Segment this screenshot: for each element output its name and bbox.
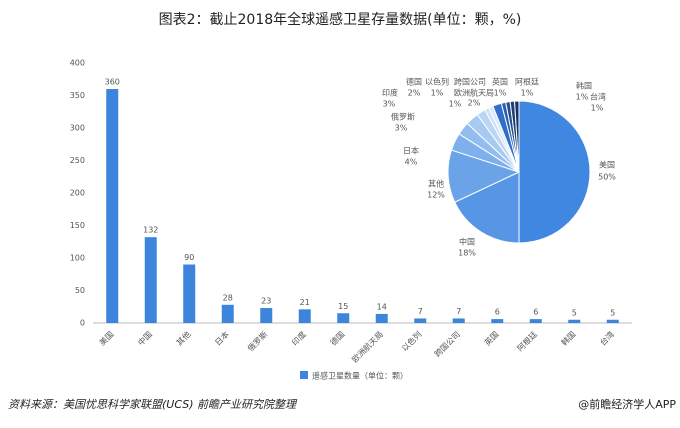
x-tick-label: 美国 [97,329,115,347]
y-tick-label: 200 [70,189,85,198]
bar [452,318,465,323]
pie-label: 美国 [599,160,615,170]
pie-label: 英国 [492,77,508,87]
value-label: 360 [105,78,120,87]
bar [606,319,619,323]
brand: @前瞻经济学人APP [578,397,676,411]
pie-label: 日本 [403,146,419,156]
pie-slice [514,100,520,173]
x-tick-label: 英国 [482,329,500,347]
bar [375,313,388,323]
value-label: 21 [300,298,310,307]
x-tick-label: 台湾 [598,329,616,347]
legend-label: 遥感卫星数量（单位：颗） [312,371,408,381]
value-label: 6 [495,308,500,317]
pie-label: 其他 [428,179,444,189]
pie-value-label: 2% [468,99,481,108]
pie-label: 印度 [382,88,398,98]
y-tick-label: 100 [70,254,85,263]
pie-label: 韩国 [576,81,592,91]
y-tick-label: 150 [70,221,85,230]
pie-label: 欧洲航天局 [454,88,494,98]
value-label: 90 [184,253,194,262]
pie-label: 德国 [406,77,422,87]
pie-value-label: 1% [494,89,507,98]
y-tick-label: 0 [80,319,85,328]
x-tick-label: 欧洲航天局 [350,329,385,364]
bar [183,264,196,323]
pie-value-label: 4% [405,158,418,167]
x-tick-label: 以色列 [399,329,423,353]
x-tick-label: 跨国公司 [433,330,462,359]
bar [298,309,311,323]
pie-label: 中国 [459,237,475,247]
bar [144,237,157,323]
pie-slice [518,100,591,244]
pie-value-label: 2% [408,89,421,98]
pie-value-label: 3% [383,100,396,109]
y-tick-label: 50 [75,286,85,295]
pie-value-label: 18% [458,249,476,258]
value-label: 7 [418,307,423,316]
y-tick-label: 400 [70,59,85,68]
x-tick-label: 中国 [136,329,154,347]
value-label: 5 [610,308,615,317]
value-label: 23 [261,297,271,306]
x-tick-label: 韩国 [559,329,577,347]
x-tick-label: 日本 [213,329,231,347]
pie-value-label: 1% [449,100,462,109]
pie-label: 跨国公司 [454,78,486,87]
pie-label: 台湾 [590,92,606,102]
value-label: 5 [572,308,577,317]
bar [529,319,542,323]
pie-value-label: 3% [395,124,408,133]
y-tick-label: 350 [70,91,85,100]
pie-value-label: 1% [591,104,604,113]
x-tick-label: 德国 [328,329,346,347]
bar [568,319,581,323]
x-tick-label: 其他 [174,329,192,347]
pie-value-label: 1% [521,89,534,98]
value-label: 7 [456,307,461,316]
bar [414,318,427,323]
chart-title: 图表2：截止2018年全球遥感卫星存量数据(单位：颗，%) [159,11,522,28]
value-label: 132 [143,226,158,235]
bar [221,304,234,323]
value-label: 6 [533,308,538,317]
pie-label: 俄罗斯 [391,112,415,122]
y-tick-label: 300 [70,124,85,133]
y-tick-label: 250 [70,156,85,165]
pie-label: 阿根廷 [515,77,539,87]
x-tick-label: 印度 [290,329,308,347]
bar [337,313,350,323]
bar [491,319,504,323]
x-tick-label: 俄罗斯 [245,329,269,353]
value-label: 28 [223,293,233,302]
pie-value-label: 1% [576,93,589,102]
bar [260,308,273,323]
pie-value-label: 50% [598,173,616,182]
pie-label: 以色列 [425,77,449,87]
pie-slice [454,171,520,244]
legend-swatch [300,371,308,379]
bar [106,89,119,323]
value-label: 14 [377,302,387,311]
pie-value-label: 12% [427,191,445,200]
value-label: 15 [338,302,348,311]
source: 资料来源：美国忧思科学家联盟(UCS) 前瞻产业研究院整理 [8,398,298,411]
pie-value-label: 1% [431,89,444,98]
x-tick-label: 阿根廷 [515,329,539,353]
